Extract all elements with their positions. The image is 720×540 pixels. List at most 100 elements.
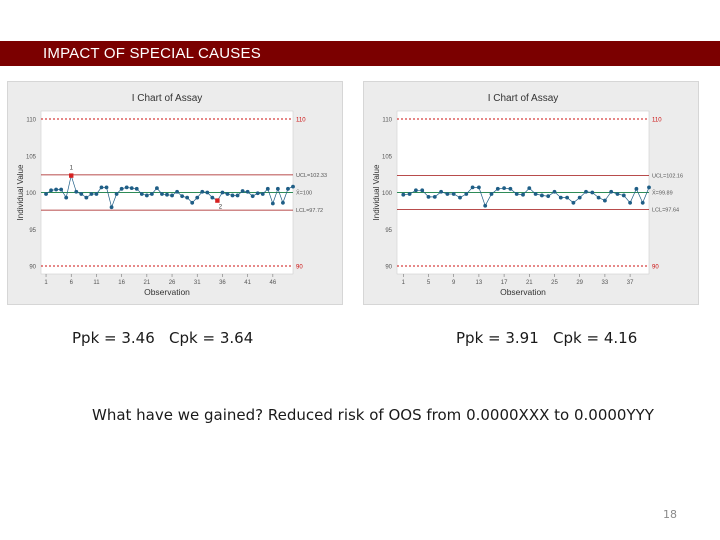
gain-question: What have we gained? Reduced risk of OOS… xyxy=(92,406,654,424)
data-point xyxy=(64,195,69,200)
data-point xyxy=(558,195,563,200)
x-tick-label: 21 xyxy=(526,280,533,286)
x-tick-label: 29 xyxy=(576,280,583,286)
y-tick-label: 105 xyxy=(26,154,37,160)
data-point xyxy=(414,188,418,193)
data-point xyxy=(445,192,450,196)
data-point xyxy=(180,194,185,199)
ucl-label: UCL=102.16 xyxy=(652,174,683,180)
data-point xyxy=(99,185,104,190)
data-point xyxy=(451,192,456,196)
data-point xyxy=(609,189,614,194)
x-tick-label: 21 xyxy=(143,280,150,286)
y-tick-label: 110 xyxy=(382,118,392,124)
capability-caption-before: Ppk = 3.46 Cpk = 3.64 xyxy=(72,329,254,347)
x-tick-label: 37 xyxy=(627,280,634,286)
x-tick-label: 9 xyxy=(452,280,456,286)
data-point xyxy=(521,192,525,197)
data-point xyxy=(119,186,124,191)
x-axis-label: Observation xyxy=(144,287,190,297)
y-tick-label: 90 xyxy=(29,265,36,271)
data-point xyxy=(495,186,500,191)
data-point xyxy=(200,189,205,194)
data-point xyxy=(175,189,179,194)
y-tick-label: 105 xyxy=(382,154,393,160)
data-point xyxy=(286,186,290,191)
data-point xyxy=(502,186,506,190)
x-tick-label: 36 xyxy=(219,280,226,286)
ucl-label: UCL=102.33 xyxy=(296,173,327,179)
data-point xyxy=(565,195,569,200)
lcl-label: LCL=97.64 xyxy=(652,207,679,213)
y-tick-label: 90 xyxy=(385,265,392,271)
data-point xyxy=(54,187,59,192)
data-point xyxy=(640,200,645,205)
data-point xyxy=(139,192,144,196)
x-tick-label: 33 xyxy=(602,280,609,286)
spec-limit-label: 110 xyxy=(296,118,306,124)
data-point xyxy=(225,192,230,196)
x-tick-label: 13 xyxy=(476,280,483,286)
data-point xyxy=(195,195,200,200)
data-point xyxy=(571,200,576,205)
x-tick-label: 25 xyxy=(551,280,558,286)
center-line-label: X̄=100 xyxy=(296,190,312,197)
data-point xyxy=(584,189,588,194)
slide-title-bar: IMPACT OF SPECIAL CAUSES xyxy=(0,41,720,66)
y-tick-label: 95 xyxy=(385,228,392,234)
spec-limit-label: 90 xyxy=(652,265,659,271)
data-point xyxy=(79,192,84,196)
i-chart-after: I Chart of Assay Individual Value Observat… xyxy=(372,93,683,297)
data-point xyxy=(134,186,139,191)
data-point xyxy=(508,186,513,191)
data-point xyxy=(540,193,544,198)
data-point xyxy=(577,195,582,200)
chart-panel-after: I Chart of Assay Individual Value Observat… xyxy=(363,81,699,305)
data-point xyxy=(420,188,425,193)
series-line xyxy=(403,187,650,207)
data-point xyxy=(114,192,119,196)
data-point xyxy=(255,191,260,196)
data-point xyxy=(44,192,48,196)
data-point xyxy=(458,195,462,200)
y-axis-label: Individual Value xyxy=(16,164,25,220)
data-point xyxy=(144,193,149,198)
data-point xyxy=(615,192,620,196)
data-point xyxy=(124,185,129,190)
data-point xyxy=(170,193,174,198)
data-point xyxy=(590,190,595,195)
data-point xyxy=(149,192,154,196)
data-point xyxy=(464,192,469,196)
data-point xyxy=(527,186,532,190)
flag-label: 1 xyxy=(70,166,74,172)
spec-limit-label: 90 xyxy=(296,265,303,271)
data-point xyxy=(634,186,639,191)
x-tick-label: 17 xyxy=(501,280,508,286)
data-point xyxy=(432,195,437,199)
x-tick-label: 26 xyxy=(169,280,176,286)
data-point xyxy=(552,189,557,194)
data-point xyxy=(104,185,109,190)
lcl-label: LCL=97.72 xyxy=(296,208,323,214)
data-point xyxy=(165,192,169,197)
data-point xyxy=(190,200,195,205)
data-point xyxy=(240,189,245,193)
x-tick-label: 1 xyxy=(402,280,406,286)
flag-label: 2 xyxy=(219,205,223,211)
data-point xyxy=(94,192,99,196)
y-tick-label: 100 xyxy=(26,191,37,197)
data-point xyxy=(596,195,601,200)
x-tick-label: 1 xyxy=(44,280,48,286)
data-point xyxy=(205,190,210,195)
x-axis-label: Observation xyxy=(500,287,546,297)
data-point xyxy=(407,192,412,196)
data-point xyxy=(245,189,250,194)
out-of-control-point xyxy=(69,173,74,178)
x-tick-label: 5 xyxy=(427,280,431,286)
data-point xyxy=(291,184,295,189)
chart-panel-before: I Chart of Assay Individual Value Observat… xyxy=(7,81,343,305)
y-axis-label: Individual Value xyxy=(372,164,381,220)
data-point xyxy=(275,186,280,191)
y-tick-label: 95 xyxy=(29,228,36,234)
chart-title: I Chart of Assay xyxy=(488,93,559,104)
